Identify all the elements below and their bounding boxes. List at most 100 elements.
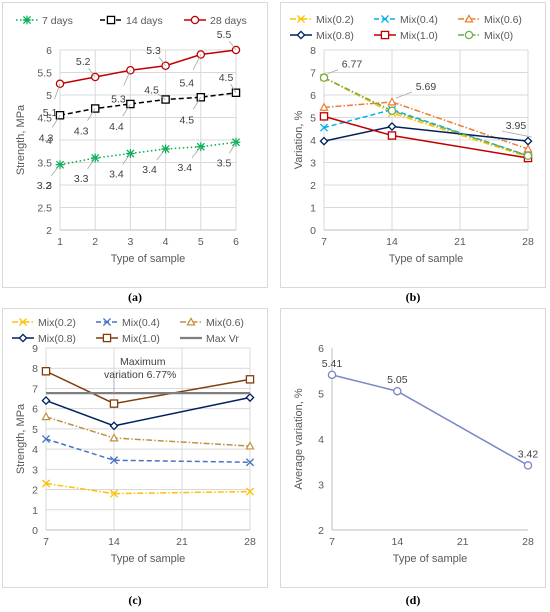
chart-d-svg: 2 3 4 5 6 7 14 21 28 Type of sample Average variat…: [280, 308, 546, 588]
y-tick-label: 5: [46, 90, 52, 102]
series-line: [59, 92, 237, 116]
legend-marker: [102, 317, 112, 327]
data-label: 5.5: [217, 29, 232, 41]
series-line: [323, 125, 529, 142]
legend-item: Mix(0.8): [290, 30, 354, 42]
data-point: [245, 487, 255, 496]
data-label-leader: [87, 108, 96, 121]
data-point: [387, 97, 397, 106]
legend-item: Max Vr: [180, 333, 239, 345]
data-label: 5.41: [322, 358, 343, 370]
y-tick-label: 9: [32, 343, 38, 355]
data-label: 3.2: [37, 180, 52, 192]
legend-item: Mix(0.2): [290, 14, 354, 26]
data-label-leader: [157, 93, 166, 100]
legend-marker: [464, 14, 474, 23]
x-axis-title: Type of sample: [393, 553, 468, 565]
legend-item: Mix(0.6): [458, 14, 522, 26]
y-tick-label: 1: [32, 505, 38, 517]
data-point: [41, 434, 51, 444]
data-label: 4.5: [144, 85, 159, 97]
legend-item: Mix(0): [458, 30, 513, 42]
data-point: [41, 367, 51, 376]
legend-item: Mix(0.2): [12, 317, 76, 329]
caption-a: (a): [128, 290, 142, 304]
legend-label: Mix(0.6): [484, 14, 522, 26]
annotation-label: 5.69: [416, 81, 437, 93]
annotation-label: 6.77: [342, 59, 363, 71]
x-tick-label: 5: [198, 236, 204, 248]
y-tick-label: 4: [318, 434, 324, 446]
legend-label: Mix(0): [484, 30, 513, 42]
legend-item: 14 days: [100, 15, 163, 27]
series-line: [331, 374, 529, 467]
data-label-leader: [230, 83, 237, 93]
data-point: [523, 151, 533, 160]
data-label: 3.3: [74, 173, 89, 185]
legend-marker: [380, 30, 390, 40]
x-tick-label: 21: [454, 236, 466, 248]
legend-label: Mix(1.0): [400, 30, 438, 42]
data-label-leader: [122, 103, 131, 117]
x-tick-label: 3: [127, 236, 133, 248]
x-tick-label: 28: [244, 536, 256, 548]
x-axis-title: Type of sample: [111, 253, 186, 265]
x-tick-label: 28: [522, 236, 534, 248]
caption-c: (c): [128, 593, 142, 607]
data-point: [319, 102, 329, 111]
data-point: [245, 458, 255, 467]
annotation-label: Maximum variation 6.77%: [104, 356, 176, 381]
data-label: 5.05: [387, 374, 408, 386]
y-tick-label: 3.5: [37, 158, 52, 170]
series-line: [323, 108, 529, 157]
series-mix-1-0: [41, 367, 255, 408]
legend-label: Mix(0.8): [316, 30, 354, 42]
data-label-leader: [158, 56, 166, 66]
legend-item: Mix(0.4): [96, 317, 160, 329]
data-label-leader: [191, 146, 202, 158]
y-tick-label: 6: [32, 404, 38, 416]
series-line: [45, 416, 251, 447]
y-tick-label: 4: [32, 444, 38, 456]
y-tick-label: 3: [318, 480, 324, 492]
legend-label: Mix(0.2): [316, 14, 354, 26]
legend-item: Mix(0.8): [12, 333, 76, 345]
x-tick-label: 4: [163, 236, 169, 248]
legend-item: Mix(1.0): [96, 333, 160, 345]
series-line: [45, 438, 251, 464]
caption-d: (d): [405, 593, 421, 607]
x-tick-label: 7: [43, 536, 49, 548]
data-point: [387, 131, 397, 140]
data-point: [387, 106, 397, 116]
y-tick-label: 5: [32, 424, 38, 436]
legend-marker: [18, 333, 28, 343]
legend-marker: [106, 15, 116, 25]
chart-c-svg: 0 1 2 3 4 5 6 7 8 9 7 14 21 28 Type of sample Strength,…: [2, 308, 268, 588]
legend-label: 7 days: [42, 15, 73, 27]
legend-label: Mix(0.4): [400, 14, 438, 26]
data-point: [41, 411, 51, 421]
y-tick-label: 2: [32, 485, 38, 497]
data-point: [319, 73, 329, 82]
x-axis-title: Type of sample: [389, 253, 464, 265]
data-label: 3.5: [217, 157, 232, 169]
caption-b: (b): [405, 290, 421, 304]
data-label: 5.2: [76, 56, 91, 68]
y-tick-label: 7: [310, 68, 316, 80]
data-label: 5.3: [146, 45, 161, 57]
x-tick-label: 21: [457, 536, 469, 548]
legend-item: Mix(0.6): [180, 317, 244, 329]
data-point: [393, 386, 402, 396]
y-tick-label: 7: [32, 383, 38, 395]
y-tick-label: 0: [32, 525, 38, 537]
legend-label: Mix(0.2): [38, 317, 76, 329]
data-point: [109, 421, 119, 431]
y-tick-label: 5.5: [37, 68, 52, 80]
series-line: [323, 77, 529, 157]
data-point: [245, 441, 255, 450]
data-label-leader: [54, 83, 61, 100]
x-tick-label: 14: [108, 536, 120, 548]
legend-marker: [18, 317, 28, 327]
annotation-leader: [327, 69, 339, 75]
legend-marker: [186, 317, 196, 326]
